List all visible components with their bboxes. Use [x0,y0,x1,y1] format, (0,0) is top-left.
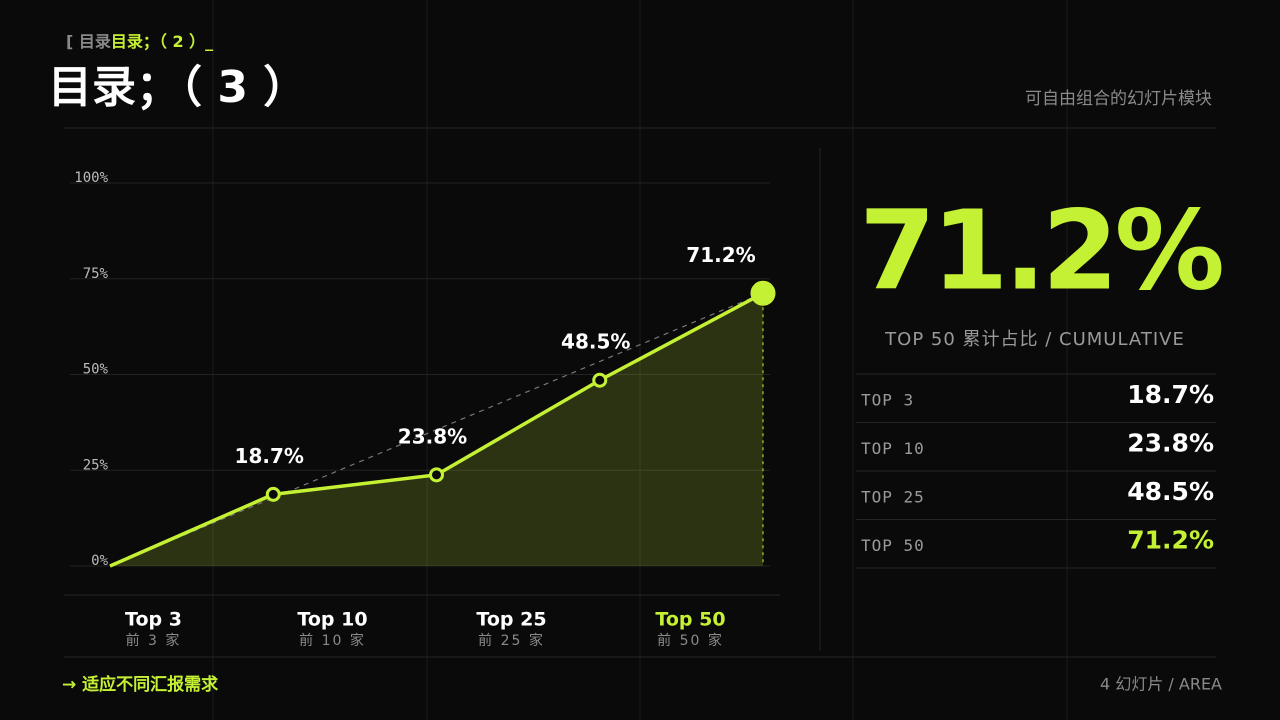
footer-right: 4 幻灯片 / AREA [1100,675,1222,694]
table-label: TOP 25 [861,488,925,507]
point [592,372,608,388]
data-label: 48.5% [561,330,630,354]
table-label: TOP 50 [861,536,925,555]
highlight-value: 71.2% [859,186,1221,314]
table-value: 48.5% [1127,477,1214,506]
y-tick-label: 25% [83,457,109,473]
table-label: TOP 10 [861,439,925,458]
data-label: 71.2% [686,243,755,267]
table-label: TOP 3 [861,391,914,410]
breadcrumb: [ 目录目录；（ 2 ）_ [66,32,213,51]
point [265,486,281,502]
breadcrumb-part: 目录；（ 2 ）_ [111,32,213,51]
y-tick-label: 75% [83,266,109,282]
x-tick-label: Top 25 [476,609,546,631]
trend-line [109,292,764,567]
highlight-caption: TOP 50 累计占比 / CUMULATIVE [884,329,1185,350]
x-tick-sublabel: 前 3 家 [126,632,182,649]
title: 目录；（ 3 ） [48,62,307,113]
point [750,280,776,306]
x-tick-sublabel: 前 25 家 [478,632,545,649]
x-tick-label: Top 50 [655,609,725,631]
x-tick-label: Top 3 [125,609,182,631]
y-tick-label: 100% [74,170,108,186]
table-value: 23.8% [1127,429,1214,458]
table-value: 71.2% [1127,526,1214,555]
footer-left: → 适应不同汇报需求 [62,674,218,695]
y-tick-label: 0% [91,553,108,569]
table-value: 18.7% [1127,380,1214,409]
data-label: 23.8% [398,424,467,448]
point [429,467,444,483]
data-label: 18.7% [235,444,304,468]
x-tick-sublabel: 前 50 家 [657,632,724,649]
subtitle: 可自由组合的幻灯片模块 [1025,89,1212,109]
breadcrumb-part: [ 目录 [66,32,111,51]
x-tick-sublabel: 前 10 家 [299,632,366,649]
y-tick-label: 50% [83,362,109,378]
x-tick-label: Top 10 [297,609,367,631]
